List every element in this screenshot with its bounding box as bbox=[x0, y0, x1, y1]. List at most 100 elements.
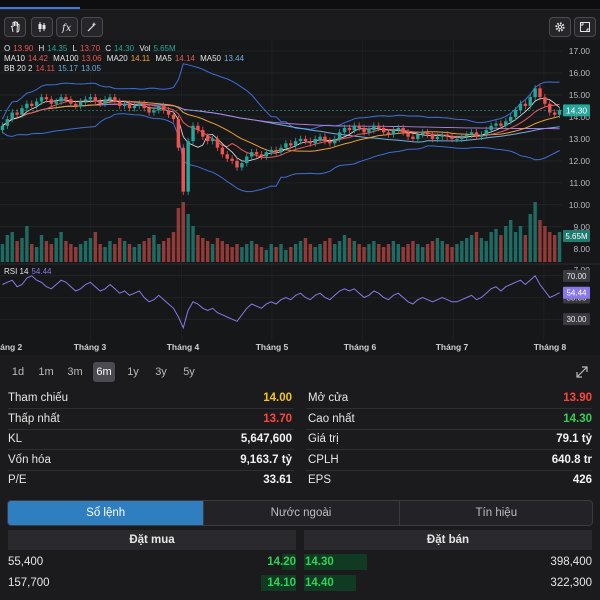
candle-body bbox=[523, 103, 528, 106]
candle-body bbox=[450, 136, 454, 139]
rsi-label: RSI 14 bbox=[4, 267, 29, 276]
volume-bar bbox=[474, 232, 479, 262]
candle-body bbox=[313, 138, 317, 144]
stock-chart[interactable]: 17.00 16.00 15.00 14.00 13.00 12.00 11.00 10.00… bbox=[0, 40, 600, 355]
stat-divider bbox=[8, 469, 294, 471]
bid-price: 14.20 bbox=[267, 556, 296, 568]
volume-bar bbox=[196, 235, 200, 262]
function-icon[interactable]: fx bbox=[56, 17, 78, 37]
hand-pointer-icon[interactable] bbox=[4, 17, 26, 37]
candle-body bbox=[362, 127, 366, 133]
tab-signals[interactable]: Tín hiệu bbox=[475, 507, 518, 519]
bid-volume: 157,700 bbox=[8, 577, 50, 589]
stat-row: Giá trị 79.1 tỷ bbox=[300, 429, 600, 449]
stat-row: Mở cửa 13.90 bbox=[300, 388, 600, 408]
volume-bar bbox=[386, 244, 391, 262]
ma20-label: MA20 bbox=[106, 54, 128, 63]
volume-bar bbox=[293, 244, 298, 262]
ma5-label: MA5 bbox=[155, 54, 172, 63]
range-tab-1d[interactable]: 1d bbox=[11, 366, 25, 378]
ma-legend: MA10 14.42 MA100 13.06 MA20 14.11 MA5 14.14 … bbox=[4, 54, 247, 63]
volume-bar bbox=[279, 244, 283, 262]
candle-body bbox=[533, 88, 537, 98]
rsi-legend: RSI 14 54.44 bbox=[4, 267, 55, 276]
tab-foreign[interactable]: Nước ngoài bbox=[270, 507, 332, 519]
volume-bar bbox=[20, 238, 24, 262]
volume-bar bbox=[93, 232, 98, 262]
x-tick-label: Tháng 4 bbox=[167, 342, 200, 352]
chart-canvas[interactable]: 17.00 16.00 15.00 14.00 13.00 12.00 11.00 10.00… bbox=[0, 40, 600, 355]
volume-bar bbox=[484, 241, 488, 262]
range-tab-3m[interactable]: 3m bbox=[67, 366, 83, 378]
volume-bar bbox=[548, 232, 552, 262]
volume-bar bbox=[64, 241, 68, 262]
volume-bar bbox=[201, 238, 205, 262]
candle-body bbox=[201, 130, 205, 137]
candle-body bbox=[215, 138, 220, 148]
candle-body bbox=[254, 152, 259, 155]
volume-bar bbox=[357, 244, 361, 262]
candle-body bbox=[337, 132, 342, 139]
rsi-last-label: 54.44 bbox=[566, 289, 587, 298]
candle-body bbox=[425, 132, 430, 135]
stat-label: Tham chiếu bbox=[8, 392, 69, 404]
rsi-tick-label: 70.00 bbox=[566, 272, 587, 281]
candle-body bbox=[430, 134, 435, 139]
volume-bar bbox=[220, 241, 225, 262]
candle-body bbox=[25, 103, 29, 109]
range-tab-1m[interactable]: 1m bbox=[38, 366, 54, 378]
volume-bar bbox=[499, 235, 503, 262]
volume-bar bbox=[455, 244, 459, 262]
range-tab-3y[interactable]: 3y bbox=[155, 366, 167, 378]
ohlc-legend: O 13.90 H 14.35 L 13.70 C 14.30 Vol 5.65M bbox=[4, 44, 179, 53]
candle-type-icon[interactable] bbox=[31, 17, 53, 37]
candle-body bbox=[284, 143, 288, 148]
close-value: 14.30 bbox=[114, 44, 135, 53]
draw-tool-icon[interactable] bbox=[81, 17, 103, 37]
chart-toolbar: fx bbox=[0, 10, 600, 40]
stat-row: P/E 33.61 bbox=[0, 470, 300, 490]
range-tab-1y[interactable]: 1y bbox=[127, 366, 139, 378]
candle-body bbox=[230, 158, 234, 161]
high-label: H bbox=[38, 44, 45, 53]
candle-body bbox=[166, 110, 171, 115]
candle-body bbox=[479, 134, 484, 137]
stat-row: Cao nhất 14.30 bbox=[300, 409, 600, 429]
candle-body bbox=[249, 152, 254, 157]
volume-bar bbox=[15, 241, 19, 262]
candle-body bbox=[83, 99, 88, 102]
candle-body bbox=[225, 154, 229, 159]
x-tick-label: Tháng 2 bbox=[0, 342, 23, 352]
range-tab-6m[interactable]: 6m bbox=[93, 362, 115, 382]
svg-text:fx: fx bbox=[61, 23, 72, 33]
stat-label: Cao nhất bbox=[308, 412, 355, 425]
volume-bar bbox=[54, 238, 58, 262]
volume-bar bbox=[284, 250, 288, 262]
fullscreen-icon[interactable] bbox=[574, 17, 596, 37]
ask-depth-bar bbox=[304, 554, 368, 570]
candle-body bbox=[196, 125, 200, 131]
candle-body bbox=[30, 103, 34, 106]
tab-order-book[interactable]: Sổ lệnh bbox=[8, 501, 204, 525]
ma100-label: MA100 bbox=[53, 54, 79, 63]
last-volume-label: 5.65M bbox=[565, 232, 588, 241]
ma50-value: 13.44 bbox=[224, 54, 245, 63]
ma20-line bbox=[2, 100, 560, 153]
candle-body bbox=[0, 125, 5, 131]
volume-bar bbox=[147, 238, 151, 262]
stat-divider bbox=[8, 449, 294, 450]
candle-body bbox=[88, 97, 93, 100]
volume-bar bbox=[254, 244, 259, 262]
volume-bar bbox=[127, 244, 132, 262]
bid-depth-bar bbox=[261, 575, 296, 591]
expand-icon[interactable] bbox=[574, 364, 590, 380]
order-row[interactable]: 55,400 14.20 14.30 398,400 bbox=[0, 552, 600, 572]
order-row[interactable]: 157,700 14.10 14.40 322,300 bbox=[0, 573, 600, 593]
volume-bar bbox=[0, 244, 5, 262]
ask-volume: 398,400 bbox=[550, 556, 592, 568]
rsi-legend-value: 54.44 bbox=[31, 267, 52, 276]
stat-row: Vốn hóa 9,163.7 tỷ bbox=[0, 450, 300, 470]
settings-icon[interactable] bbox=[549, 17, 571, 37]
stat-label: CPLH bbox=[308, 453, 339, 466]
range-tab-5y[interactable]: 5y bbox=[183, 366, 195, 378]
